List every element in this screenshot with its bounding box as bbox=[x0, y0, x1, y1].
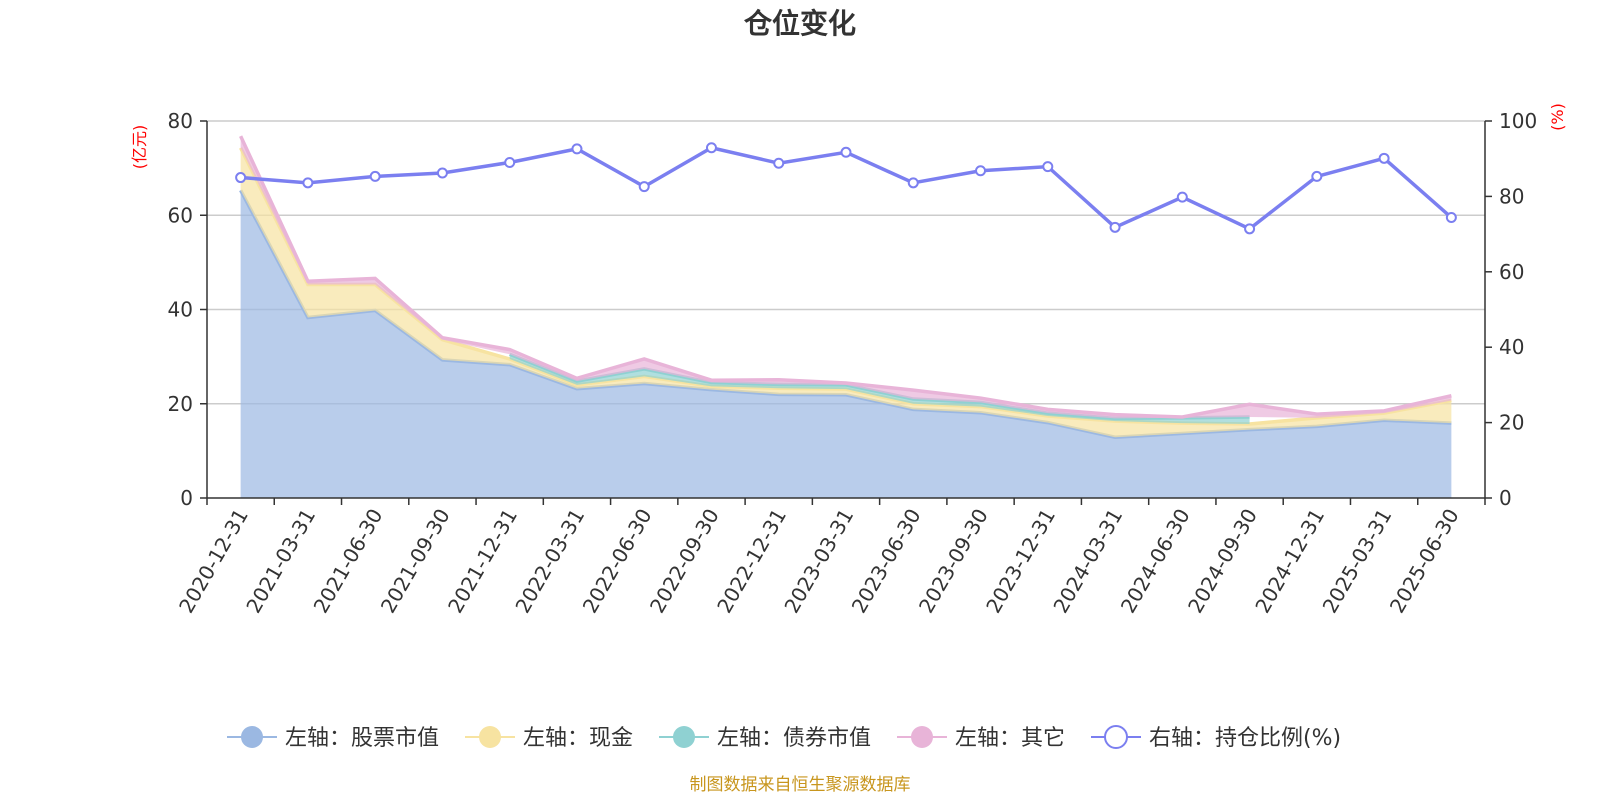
right-tick-label: 40 bbox=[1499, 335, 1524, 359]
x-tick-label: 2021-12-31 bbox=[443, 505, 522, 618]
legend-marker bbox=[241, 726, 263, 748]
ratio-point bbox=[436, 167, 448, 179]
left-tick-label: 80 bbox=[168, 109, 193, 133]
x-tick-label: 2023-09-30 bbox=[914, 505, 993, 618]
right-tick-label: 100 bbox=[1499, 109, 1537, 133]
left-tick-label: 0 bbox=[180, 486, 193, 510]
ratio-point bbox=[1109, 221, 1121, 233]
ratio-point bbox=[1311, 170, 1323, 182]
x-tick-label: 2022-09-30 bbox=[645, 505, 724, 618]
x-tick-label: 2024-12-31 bbox=[1250, 505, 1329, 618]
x-tick-label: 2024-09-30 bbox=[1183, 505, 1262, 618]
ratio-point bbox=[1244, 223, 1256, 235]
ratio-line bbox=[235, 142, 1457, 235]
x-tick-label: 2023-03-31 bbox=[779, 505, 858, 618]
right-tick-label: 80 bbox=[1499, 184, 1524, 208]
x-tick-label: 2023-12-31 bbox=[981, 505, 1060, 618]
ratio-point bbox=[975, 165, 987, 177]
stacked-areas bbox=[239, 135, 1452, 498]
ratio-point bbox=[369, 170, 381, 182]
left-tick-label: 20 bbox=[168, 392, 193, 416]
x-tick-label: 2020-12-31 bbox=[174, 505, 253, 618]
right-tick-label: 20 bbox=[1499, 411, 1524, 435]
area-edge-2 bbox=[509, 352, 1250, 421]
legend-item[interactable]: 左轴：债券市值 bbox=[659, 726, 871, 751]
ratio-line-path bbox=[240, 145, 1453, 231]
legend-marker bbox=[479, 726, 501, 748]
ratio-point bbox=[773, 157, 785, 169]
legend-label: 左轴：其它 bbox=[955, 726, 1065, 751]
legend-label: 右轴：持仓比例(%) bbox=[1149, 726, 1341, 751]
ratio-point bbox=[1042, 161, 1054, 173]
ratio-point bbox=[705, 142, 717, 154]
left-tick-label: 60 bbox=[168, 203, 193, 227]
x-tick-label: 2021-06-30 bbox=[309, 505, 388, 618]
area-0 bbox=[240, 190, 1452, 498]
chart-title: 仓位变化 bbox=[744, 7, 856, 40]
legend-label: 左轴：现金 bbox=[523, 726, 633, 751]
ratio-point bbox=[638, 181, 650, 193]
ratio-point bbox=[571, 143, 583, 155]
ratio-point bbox=[1176, 191, 1188, 203]
ratio-point bbox=[504, 156, 516, 168]
right-tick-label: 0 bbox=[1499, 486, 1512, 510]
x-tick-label: 2022-06-30 bbox=[578, 505, 657, 618]
x-tick-label: 2025-06-30 bbox=[1385, 505, 1464, 618]
legend-item[interactable]: 左轴：其它 bbox=[897, 726, 1065, 751]
x-tick-label: 2024-03-31 bbox=[1048, 505, 1127, 618]
legend-marker bbox=[911, 726, 933, 748]
ratio-point bbox=[840, 146, 852, 158]
legend-item[interactable]: 左轴：股票市值 bbox=[227, 726, 439, 751]
legend-label: 左轴：债券市值 bbox=[717, 726, 871, 751]
ratio-point bbox=[1445, 212, 1457, 224]
legend-item[interactable]: 右轴：持仓比例(%) bbox=[1091, 725, 1341, 751]
legend[interactable]: 左轴：股票市值 左轴：现金 左轴：债券市值 左轴：其它 右轴：持仓比例(%) bbox=[227, 725, 1341, 751]
legend-label: 左轴：股票市值 bbox=[285, 726, 439, 751]
right-tick-label: 60 bbox=[1499, 260, 1524, 284]
ratio-point bbox=[1378, 152, 1390, 164]
x-tick-label: 2024-06-30 bbox=[1116, 505, 1195, 618]
ratio-point bbox=[907, 177, 919, 189]
area-edge-3 bbox=[239, 135, 1452, 419]
left-tick-label: 40 bbox=[168, 298, 193, 322]
x-tick-label: 2021-03-31 bbox=[241, 505, 320, 618]
ratio-point bbox=[235, 172, 247, 184]
legend-marker bbox=[1104, 725, 1128, 749]
right-axis-unit: (%) bbox=[1548, 103, 1567, 131]
legend-marker bbox=[673, 726, 695, 748]
ratio-point bbox=[302, 177, 314, 189]
x-tick-label: 2025-03-31 bbox=[1318, 505, 1397, 618]
x-tick-label: 2022-03-31 bbox=[510, 505, 589, 618]
x-tick-label: 2023-06-30 bbox=[847, 505, 926, 618]
left-axis-unit: (亿元) bbox=[130, 125, 149, 170]
x-tick-label: 2021-09-30 bbox=[376, 504, 455, 617]
legend-item[interactable]: 左轴：现金 bbox=[465, 726, 633, 751]
x-tick-label: 2022-12-31 bbox=[712, 505, 791, 618]
source-note: 制图数据来自恒生聚源数据库 bbox=[690, 775, 911, 795]
